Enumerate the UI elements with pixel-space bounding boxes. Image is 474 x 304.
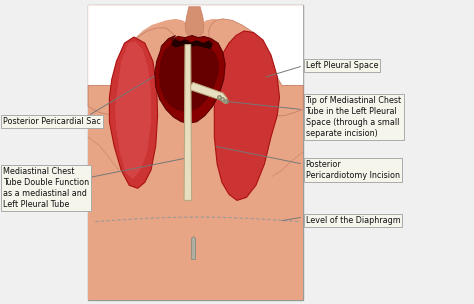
Text: Mediastinal Chest
Tube Double Function
as a mediastinal and
Left Pleural Tube: Mediastinal Chest Tube Double Function a… xyxy=(3,167,89,209)
Polygon shape xyxy=(185,7,204,39)
Polygon shape xyxy=(209,19,303,116)
Polygon shape xyxy=(109,37,157,188)
Text: Posterior Pericardial Sac: Posterior Pericardial Sac xyxy=(3,117,101,126)
Polygon shape xyxy=(155,36,225,123)
Polygon shape xyxy=(88,5,303,85)
Text: Tip of Mediastinal Chest
Tube in the Left Pleural
Space (through a small
separat: Tip of Mediastinal Chest Tube in the Lef… xyxy=(306,96,401,138)
Text: Posterior
Pericardiotomy Incision: Posterior Pericardiotomy Incision xyxy=(306,160,400,180)
Polygon shape xyxy=(159,43,219,112)
FancyBboxPatch shape xyxy=(88,5,303,300)
Polygon shape xyxy=(88,28,178,116)
Polygon shape xyxy=(115,42,151,179)
Polygon shape xyxy=(191,237,195,259)
Text: Level of the Diaphragm: Level of the Diaphragm xyxy=(306,216,400,225)
Polygon shape xyxy=(191,82,228,104)
Polygon shape xyxy=(214,31,280,200)
Polygon shape xyxy=(88,5,303,300)
Polygon shape xyxy=(171,39,212,49)
Text: Left Pleural Space: Left Pleural Space xyxy=(306,61,378,70)
Polygon shape xyxy=(184,45,191,200)
